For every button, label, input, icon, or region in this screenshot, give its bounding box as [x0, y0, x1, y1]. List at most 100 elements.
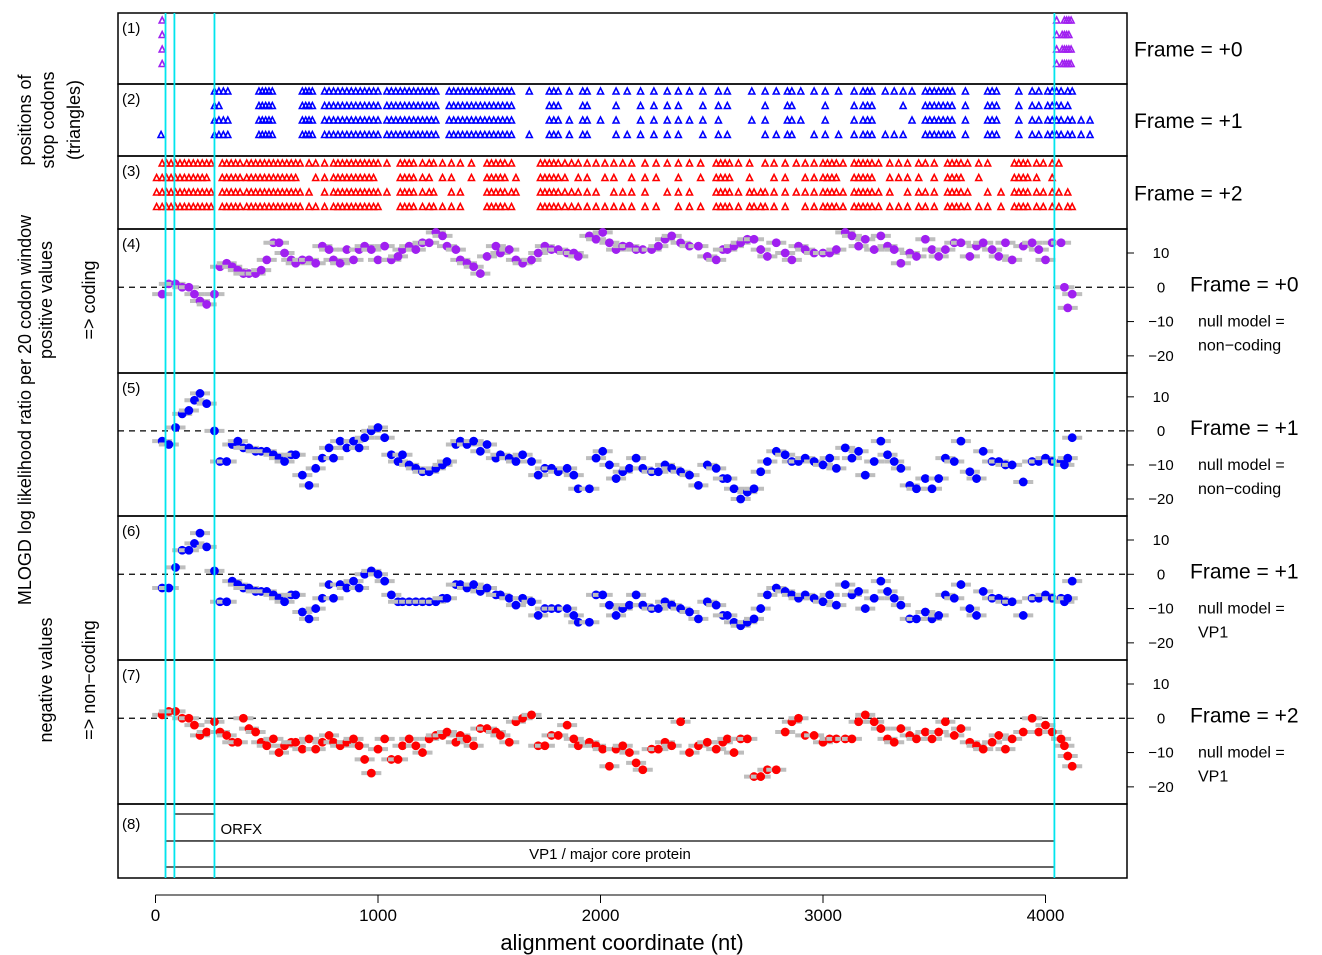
score-point: [912, 734, 921, 744]
score-point: [694, 480, 703, 490]
stop-codon-marker: [429, 201, 438, 211]
score-point: [274, 748, 284, 757]
stop-codon-marker: [760, 86, 770, 95]
stop-codon-marker: [649, 100, 659, 110]
score-point: [591, 453, 601, 463]
score-point: [424, 238, 434, 248]
stop-codon-marker: [347, 172, 356, 182]
score-point: [956, 580, 966, 589]
score-point: [840, 443, 850, 453]
score-point: [164, 440, 174, 449]
stop-codon-marker: [947, 172, 957, 182]
stop-codon-marker: [476, 129, 485, 139]
score-point: [393, 755, 403, 764]
score-point: [722, 734, 732, 744]
stop-codon-marker: [333, 100, 343, 110]
stop-codon-marker: [413, 129, 423, 139]
stop-codon-marker: [992, 100, 1001, 110]
stop-codon-marker: [400, 201, 409, 211]
stop-codon-marker: [496, 201, 505, 211]
stop-codon-marker: [1018, 187, 1028, 196]
stop-codon-marker: [480, 86, 490, 95]
stop-codon-marker: [651, 158, 661, 167]
score-point: [349, 576, 358, 586]
stop-codon-marker: [567, 187, 576, 196]
x-tick-label: 1000: [359, 906, 397, 925]
stop-codon-marker: [1010, 158, 1019, 167]
stop-codon-marker: [1023, 158, 1032, 167]
stop-codon-marker: [1063, 86, 1073, 95]
stop-codon-marker: [662, 100, 672, 110]
score-point: [291, 450, 301, 460]
stop-codon-marker: [447, 158, 456, 167]
y-tick-label: 0: [1157, 279, 1165, 296]
score-point: [722, 611, 732, 620]
stop-codon-marker: [342, 172, 352, 182]
stop-codon-marker: [391, 86, 401, 95]
score-point: [598, 744, 608, 754]
score-point: [756, 467, 766, 477]
score-point: [256, 265, 266, 275]
stop-codon-marker: [157, 44, 167, 53]
stop-codon-marker: [456, 158, 465, 167]
stop-codon-marker: [1027, 100, 1037, 110]
stop-codon-marker: [202, 201, 211, 211]
score-point: [291, 737, 301, 747]
score-point: [825, 590, 835, 600]
score-point: [317, 737, 327, 747]
score-point: [749, 614, 759, 624]
stop-codon-marker: [914, 201, 923, 211]
stop-codon-marker: [1066, 58, 1076, 68]
stop-codon-marker: [640, 172, 650, 182]
stop-codon-marker: [493, 115, 503, 124]
stop-codon-marker: [800, 187, 810, 196]
stop-codon-marker: [491, 172, 501, 182]
stop-codon-marker: [507, 201, 516, 211]
score-point: [573, 484, 583, 494]
stop-codon-marker: [636, 115, 645, 124]
stop-codon-marker: [578, 86, 587, 95]
stop-codon-marker: [863, 129, 872, 139]
stop-codon-marker: [914, 158, 923, 167]
stop-codon-marker: [760, 201, 770, 211]
score-point: [956, 238, 966, 248]
stop-codon-marker: [286, 201, 296, 211]
stop-codon-marker: [1064, 29, 1074, 39]
stop-codon-marker: [662, 129, 672, 139]
stop-codon-marker: [600, 158, 610, 167]
stop-codon-marker: [963, 201, 972, 211]
stop-codon-marker: [382, 187, 392, 196]
stop-codon-marker: [422, 100, 432, 110]
stop-codon-marker: [347, 187, 356, 196]
stop-codon-marker: [769, 172, 779, 182]
stop-codon-marker: [889, 129, 899, 139]
stop-codon-marker: [491, 158, 501, 167]
stop-codon-marker: [714, 100, 723, 110]
stop-codon-marker: [409, 201, 418, 211]
score-point: [934, 727, 944, 737]
stop-codon-marker: [783, 129, 792, 139]
stop-codon-marker: [333, 187, 343, 196]
stop-codon-marker: [342, 187, 352, 196]
stop-codon-marker: [734, 158, 743, 167]
score-point: [940, 245, 950, 254]
stop-codon-marker: [395, 187, 405, 196]
stop-codon-marker: [1054, 201, 1064, 211]
score-point: [511, 457, 521, 466]
stop-codon-marker: [809, 129, 819, 139]
score-point: [584, 617, 594, 627]
panel-number: (5): [122, 380, 140, 397]
negative-values-label: negative values: [36, 617, 56, 742]
stop-codon-marker: [458, 86, 467, 95]
stop-codon-marker: [157, 58, 167, 68]
stop-codon-marker: [867, 115, 877, 124]
score-point: [818, 597, 828, 607]
stop-codon-marker: [269, 187, 278, 196]
stop-codon-marker: [573, 187, 583, 196]
stop-codon-marker: [364, 86, 374, 95]
stop-codon-marker: [903, 172, 912, 182]
score-point: [386, 450, 396, 460]
stop-codon-marker: [447, 172, 456, 182]
stop-codon-marker: [487, 201, 496, 211]
stop-codon-marker: [304, 158, 314, 167]
